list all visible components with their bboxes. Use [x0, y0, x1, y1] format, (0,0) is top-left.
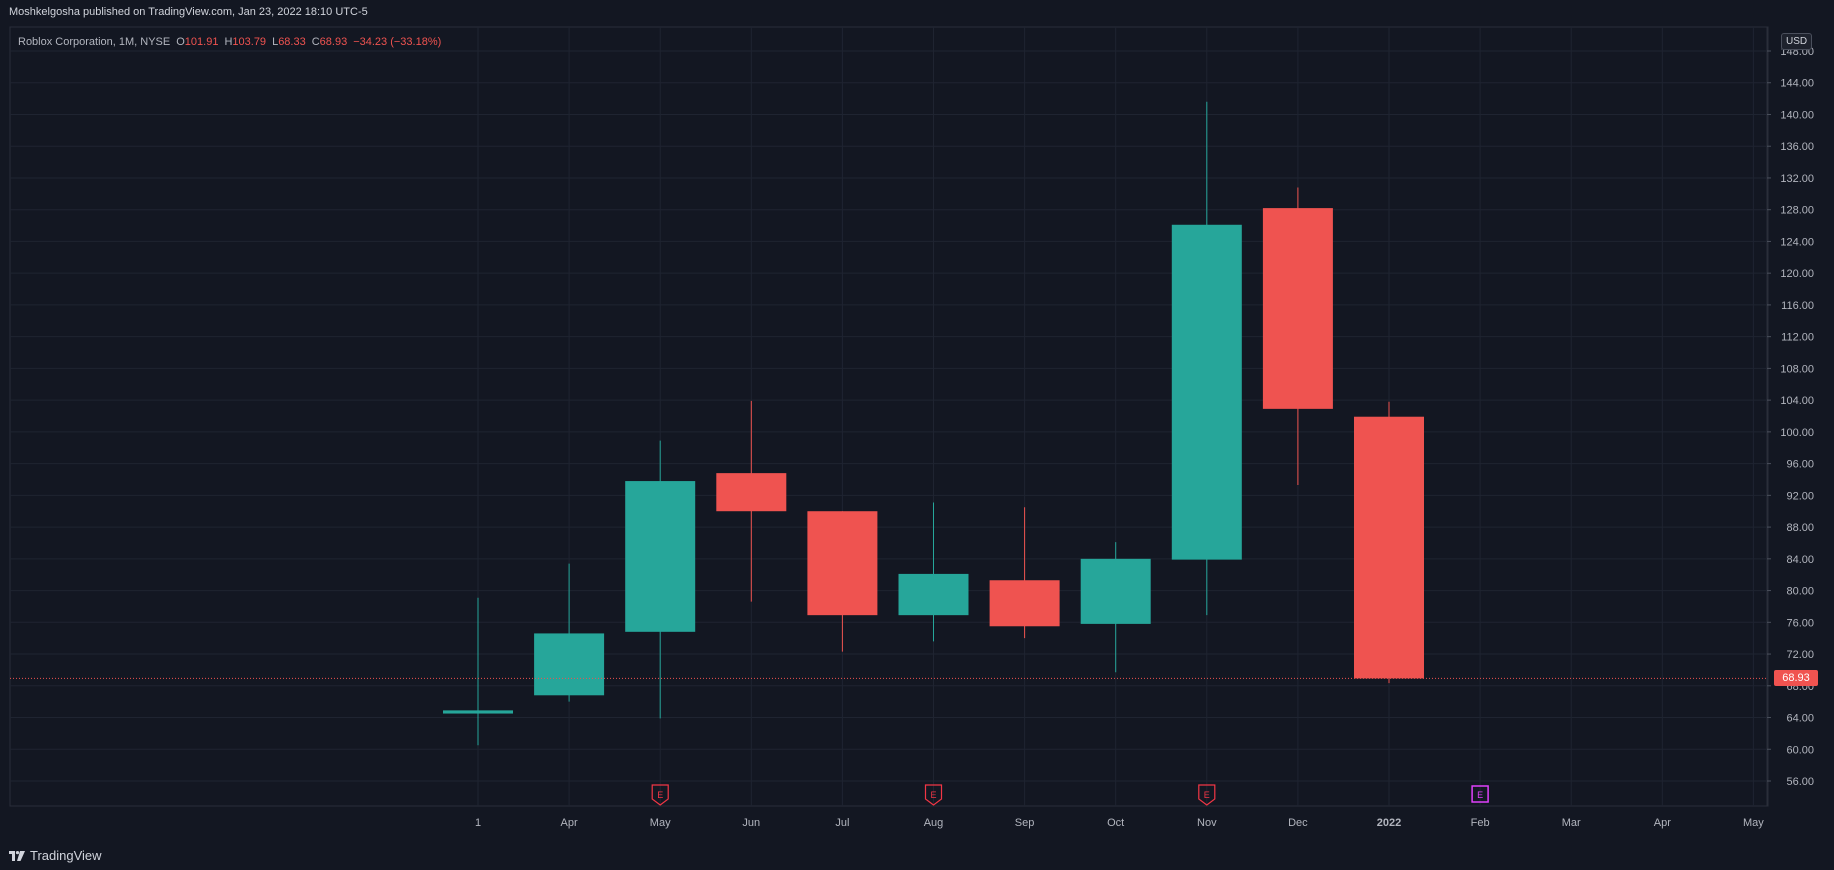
- y-tick-label: 104.00: [1780, 395, 1814, 407]
- candle-body: [1171, 224, 1242, 560]
- chart-grid: [9, 26, 1769, 807]
- earnings-label: E: [930, 790, 936, 800]
- y-tick-label: 88.00: [1786, 522, 1814, 534]
- x-tick-label: Jun: [742, 817, 760, 829]
- high-value: 103.79: [232, 36, 267, 48]
- plot-frame: [9, 26, 1769, 807]
- candle-body: [625, 481, 696, 632]
- y-tick-label: 80.00: [1786, 586, 1814, 598]
- symbol-legend: Roblox Corporation, 1M, NYSE O 101.91 H 10…: [18, 36, 447, 48]
- x-tick-label: 2022: [1377, 817, 1401, 829]
- y-tick-label: 140.00: [1780, 109, 1814, 121]
- x-tick-label: May: [650, 817, 671, 829]
- earnings-marker[interactable]: E: [1198, 784, 1216, 806]
- earnings-marker[interactable]: E: [924, 784, 943, 806]
- y-tick-label: 128.00: [1780, 205, 1814, 217]
- y-tick-label: 84.00: [1786, 554, 1814, 566]
- x-tick-label: Jul: [835, 817, 849, 829]
- x-tick-label: May: [1743, 817, 1764, 829]
- earnings-marker[interactable]: E: [651, 784, 669, 806]
- time-axis: 1 Apr May Jun Jul Aug Sep Oct Nov Dec 2022 Feb Mar Ap…: [475, 817, 1764, 829]
- y-tick-label: 108.00: [1780, 363, 1814, 375]
- low-value: 68.33: [278, 36, 306, 48]
- earnings-label: E: [657, 790, 663, 800]
- brand-name: TradingView: [30, 848, 102, 863]
- x-tick-label: Apr: [561, 817, 578, 829]
- x-tick-label: 1: [475, 817, 481, 829]
- y-tick-label: 72.00: [1786, 649, 1814, 661]
- symbol-name[interactable]: Roblox Corporation, 1M, NYSE: [18, 36, 171, 48]
- close-value: 68.93: [319, 36, 348, 48]
- y-tick-label: 76.00: [1786, 617, 1814, 629]
- y-tick-label: 96.00: [1786, 459, 1814, 471]
- bottom-bar: TradingView: [0, 840, 1834, 870]
- y-tick-label: 136.00: [1780, 141, 1814, 153]
- y-tick-label: 112.00: [1781, 332, 1814, 344]
- open-label: O: [176, 36, 185, 48]
- y-tick-label: 116.00: [1781, 300, 1814, 312]
- candle-body: [443, 710, 513, 714]
- x-tick-label: Apr: [1654, 817, 1671, 829]
- candle-bodies: [443, 208, 1424, 714]
- x-tick-label: Nov: [1197, 817, 1217, 829]
- earnings-label: E: [1204, 790, 1210, 800]
- y-tick-label: 64.00: [1786, 713, 1814, 725]
- y-tick-label: 124.00: [1780, 236, 1814, 248]
- y-tick-label: 60.00: [1786, 744, 1814, 756]
- earnings-marker[interactable]: E: [1471, 785, 1489, 803]
- earnings-shield: [651, 784, 669, 806]
- candle-body: [716, 473, 787, 512]
- earnings-label: E: [1477, 790, 1483, 800]
- candle-body: [807, 511, 878, 616]
- x-tick-label: Feb: [1471, 817, 1490, 829]
- x-tick-label: Aug: [924, 817, 944, 829]
- last-price-label: 68.93: [1774, 670, 1818, 687]
- candle-body: [1262, 208, 1333, 409]
- earnings-shield: [1198, 784, 1216, 806]
- y-tick-label: 132.00: [1780, 173, 1814, 185]
- x-tick-label: Mar: [1562, 817, 1581, 829]
- y-tick-label: 92.00: [1786, 490, 1814, 502]
- price-axis: 56.0060.0064.0068.0072.0076.0080.0084.00…: [1767, 46, 1814, 788]
- open-value: 101.91: [184, 36, 219, 48]
- y-tick-label: 144.00: [1780, 78, 1814, 90]
- change-value: −34.23 (−33.18%): [353, 36, 442, 48]
- x-tick-label: Dec: [1288, 817, 1308, 829]
- candle-body: [898, 573, 969, 616]
- candle-body: [1080, 558, 1151, 624]
- published-caption: Moshkelgosha published on TradingView.co…: [9, 6, 368, 18]
- earnings-shield: [924, 784, 943, 806]
- low-label: L: [272, 36, 279, 48]
- y-tick-label: 100.00: [1780, 427, 1814, 439]
- y-tick-label: 120.00: [1780, 268, 1814, 280]
- tradingview-logo[interactable]: TradingView: [9, 848, 102, 863]
- currency-button[interactable]: USD: [1781, 33, 1813, 50]
- earnings-box: [1471, 785, 1489, 803]
- y-tick-label: 56.00: [1786, 776, 1814, 788]
- candle-body: [534, 633, 605, 696]
- x-tick-label: Sep: [1015, 817, 1035, 829]
- top-bar: Moshkelgosha published on TradingView.co…: [0, 0, 1834, 26]
- tradingview-icon: [9, 850, 25, 861]
- close-label: C: [311, 36, 320, 48]
- high-label: H: [224, 36, 233, 48]
- candle-body: [989, 580, 1060, 627]
- candle-body: [1354, 416, 1424, 679]
- x-tick-label: Oct: [1107, 817, 1124, 829]
